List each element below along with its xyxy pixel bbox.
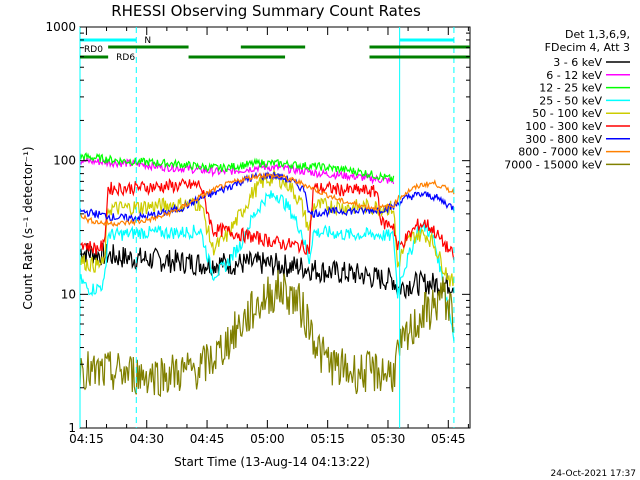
legend-entry-label: 12 - 25 keV: [539, 82, 602, 95]
generation-timestamp: 24-Oct-2021 17:37: [551, 469, 636, 479]
plot-area: N RD0 RD6: [79, 26, 471, 429]
attenuator-label-n: N: [144, 36, 151, 46]
y-tick-label: 10: [61, 287, 76, 301]
series-line-0: [80, 242, 455, 300]
series-line-2: [80, 152, 395, 182]
x-tick-label: 04:15: [69, 432, 104, 446]
legend-entry-label: 7000 - 15000 keV: [504, 158, 602, 171]
x-tick-label: 05:45: [431, 432, 466, 446]
y-tick-label: 1: [68, 421, 76, 435]
plot-frame: [79, 26, 471, 429]
legend-entry-label: 100 - 300 keV: [525, 120, 602, 133]
x-tick-label: 05:00: [250, 432, 285, 446]
series-line-7: [80, 172, 455, 227]
x-axis-label: Start Time (13-Aug-14 04:13:22): [174, 455, 370, 469]
x-tick-label: 04:45: [190, 432, 225, 446]
x-tick-label: 05:15: [310, 432, 345, 446]
legend-header-line-1: Det 1,3,6,9,: [565, 28, 630, 41]
legend-entry-label: 300 - 800 keV: [525, 133, 602, 146]
y-tick-label: 1000: [45, 20, 76, 34]
legend-entry-label: 800 - 7000 keV: [518, 146, 602, 159]
state-label-rd0: RD0: [84, 45, 103, 55]
legend-entry-label: 50 - 100 keV: [532, 107, 602, 120]
legend-entry-label: 6 - 12 keV: [546, 69, 602, 82]
chart-title: RHESSI Observing Summary Count Rates: [111, 2, 421, 20]
series-line-3: [80, 190, 455, 342]
x-tick-label: 05:30: [371, 432, 406, 446]
series-line-4: [80, 168, 455, 287]
x-tick-label: 04:30: [129, 432, 164, 446]
legend-entry-label: 25 - 50 keV: [539, 94, 602, 107]
y-tick-label: 100: [53, 154, 76, 168]
y-axis-label: Count Rate (s⁻¹ detector⁻¹): [21, 146, 35, 309]
series-group: [80, 152, 455, 398]
series-line-6: [80, 171, 455, 224]
state-label-rd6: RD6: [116, 53, 135, 63]
series-line-8: [80, 269, 455, 398]
axis-ticks: 04:15 04:30 04:45 05:00 05:15 05:30 05:45 1 10 10…: [45, 20, 470, 446]
legend-header-line-2: FDecim 4, Att 3: [545, 41, 630, 54]
series-line-5: [80, 177, 455, 261]
legend-entry-label: 3 - 6 keV: [553, 56, 602, 69]
